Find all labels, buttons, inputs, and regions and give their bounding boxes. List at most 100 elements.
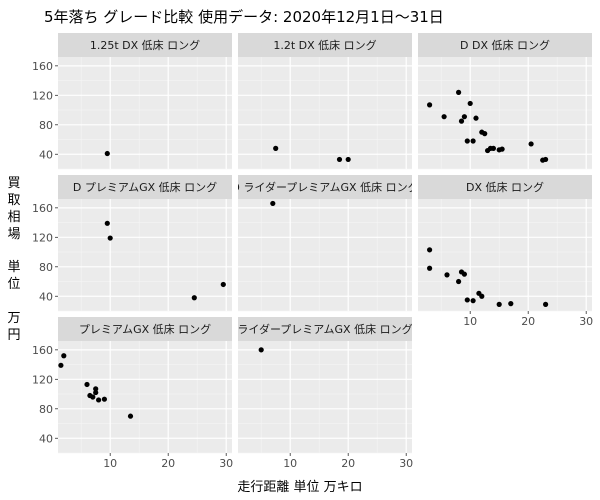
y-tick-label: 40 [39,148,53,161]
facet-strip [58,33,232,57]
panel-background [58,341,232,453]
panel-background [238,57,412,169]
facet-strip [58,175,232,199]
x-tick-label: 10 [283,457,297,470]
data-point [191,295,197,301]
y-tick-label: 80 [39,403,53,416]
data-point [220,281,226,288]
data-point [427,247,433,253]
data-point [458,118,465,124]
x-tick-label: 20 [161,457,175,470]
facet-panel: 1.2t DX 低床 ロング [238,33,412,170]
data-point [464,297,470,303]
panel-background [238,199,412,311]
y-tick-label: 40 [39,432,53,445]
data-point [470,298,476,304]
data-point [490,145,496,151]
x-tick-label: 20 [341,457,355,470]
y-tick-label: 40 [39,290,53,303]
facet-panel: D プレミアムGX 低床 ロング 40 80 120 160 [32,175,232,312]
facet-strip-label: ライダープレミアムGX 低床 ロング [237,322,412,336]
data-point [84,381,90,388]
y-tick-label: 160 [32,202,53,215]
panel-background [58,199,232,311]
data-point [482,131,488,137]
facet-strip [418,33,592,57]
data-point [258,347,264,353]
facet-strip-label: D プレミアムGX 低床 ロング [73,180,217,194]
chart-title: 5年落ち グレード比較 使用データ: 2020年12月1日〜31日 [44,8,444,26]
data-point [127,413,134,419]
data-point [441,114,447,120]
y-tick-label: 120 [32,373,53,386]
data-point [456,278,462,285]
panel-background [418,199,592,311]
data-point [107,235,113,241]
data-point [104,220,110,226]
data-point [461,114,467,120]
facet-strip-label: D ライダープレミアムGX 低床 ロング [231,180,418,194]
data-point [543,156,549,163]
facet-strip [238,175,412,199]
x-tick-label: 30 [579,315,593,328]
data-point [273,145,279,151]
facet-panel: D ライダープレミアムGX 低床 ロング [231,175,418,312]
y-tick-label: 80 [39,119,53,132]
panel-background [238,341,412,453]
y-axis-label: 買取相場 単位 万円 [7,176,21,344]
data-point [58,362,64,368]
data-point [61,353,67,359]
data-point [270,200,276,207]
facet-panel: DX 低床 ロング 10 20 30 [418,175,593,328]
x-tick-label: 10 [103,457,117,470]
data-point [444,272,450,278]
data-point [543,301,549,307]
data-point [467,100,473,107]
data-point [479,293,485,299]
data-point [336,156,343,163]
data-point [456,89,462,95]
x-tick-label: 20 [521,315,535,328]
facet-strip [238,33,412,57]
data-point [464,138,470,144]
data-point [473,115,479,121]
data-point [427,102,433,108]
facet-strip-label: プレミアムGX 低床 ロング [79,322,211,336]
panel-background [418,57,592,169]
x-axis-label: 走行距離 単位 万キロ [237,480,363,495]
data-point [96,397,102,403]
x-tick-label: 30 [219,457,233,470]
data-point [499,146,505,152]
data-point [93,386,99,392]
x-tick-label: 10 [463,315,477,328]
data-point [104,150,110,157]
data-point [528,141,534,147]
data-point [345,156,351,163]
data-point [93,389,99,396]
facet-strip [418,175,592,199]
facet-strip-label: D DX 低床 ロング [460,38,550,52]
facet-strip-label: DX 低床 ロング [466,180,544,194]
y-tick-label: 120 [32,89,53,102]
panel-background [58,57,232,169]
facet-panel: ライダープレミアムGX 低床 ロング 10 20 30 [237,317,413,470]
facet-panel: プレミアムGX 低床 ロング 40 80 120 160 10 20 30 [32,317,233,470]
facet-strip-label: 1.2t DX 低床 ロング [273,38,376,52]
facet-strip-label: 1.25t DX 低床 ロング [90,38,200,52]
facet-strip [238,317,412,341]
data-point [101,396,107,402]
x-tick-label: 30 [399,457,413,470]
data-point [508,301,514,307]
data-point [470,138,476,144]
y-tick-label: 160 [32,60,53,73]
y-tick-label: 160 [32,344,53,357]
y-tick-label: 80 [39,261,53,274]
data-point [461,271,467,277]
data-point [90,394,96,400]
y-tick-label: 120 [32,231,53,244]
facet-panel: D DX 低床 ロング [418,33,592,170]
facet-panel: 1.25t DX 低床 ロング 40 80 120 160 [32,33,232,170]
data-point [496,301,502,307]
data-point [427,265,433,271]
